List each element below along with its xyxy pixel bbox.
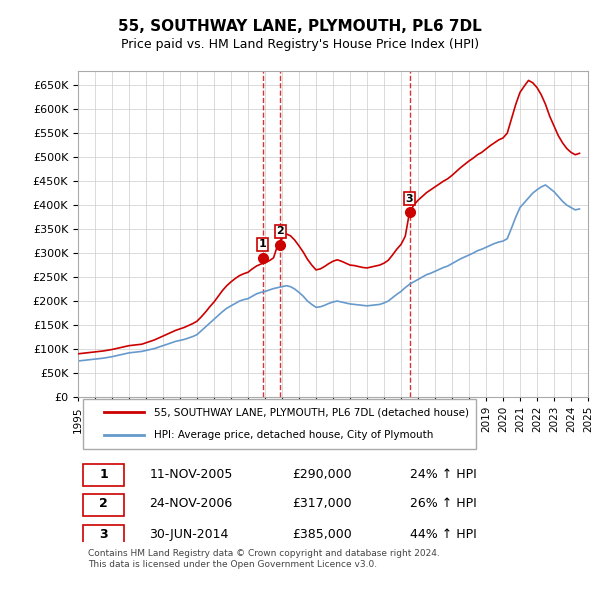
Text: Contains HM Land Registry data © Crown copyright and database right 2024.
This d: Contains HM Land Registry data © Crown c… (88, 549, 440, 569)
Text: 30-JUN-2014: 30-JUN-2014 (149, 528, 229, 541)
Text: 55, SOUTHWAY LANE, PLYMOUTH, PL6 7DL: 55, SOUTHWAY LANE, PLYMOUTH, PL6 7DL (118, 19, 482, 34)
Text: £317,000: £317,000 (292, 497, 352, 510)
Text: 2: 2 (99, 497, 108, 510)
FancyBboxPatch shape (83, 494, 124, 516)
Text: 24% ↑ HPI: 24% ↑ HPI (409, 467, 476, 480)
Text: 26% ↑ HPI: 26% ↑ HPI (409, 497, 476, 510)
Text: £385,000: £385,000 (292, 528, 352, 541)
Text: 3: 3 (406, 194, 413, 204)
Text: Price paid vs. HM Land Registry's House Price Index (HPI): Price paid vs. HM Land Registry's House … (121, 38, 479, 51)
Text: 1: 1 (99, 467, 108, 480)
FancyBboxPatch shape (83, 399, 476, 449)
Text: 1: 1 (259, 239, 266, 249)
Text: 11-NOV-2005: 11-NOV-2005 (149, 467, 233, 480)
FancyBboxPatch shape (83, 525, 124, 546)
Text: 55, SOUTHWAY LANE, PLYMOUTH, PL6 7DL (detached house): 55, SOUTHWAY LANE, PLYMOUTH, PL6 7DL (de… (155, 407, 470, 417)
Text: 2: 2 (277, 227, 284, 236)
Text: £290,000: £290,000 (292, 467, 352, 480)
Text: 44% ↑ HPI: 44% ↑ HPI (409, 528, 476, 541)
Text: 24-NOV-2006: 24-NOV-2006 (149, 497, 233, 510)
Text: 3: 3 (99, 528, 108, 541)
FancyBboxPatch shape (83, 464, 124, 486)
Text: HPI: Average price, detached house, City of Plymouth: HPI: Average price, detached house, City… (155, 430, 434, 440)
